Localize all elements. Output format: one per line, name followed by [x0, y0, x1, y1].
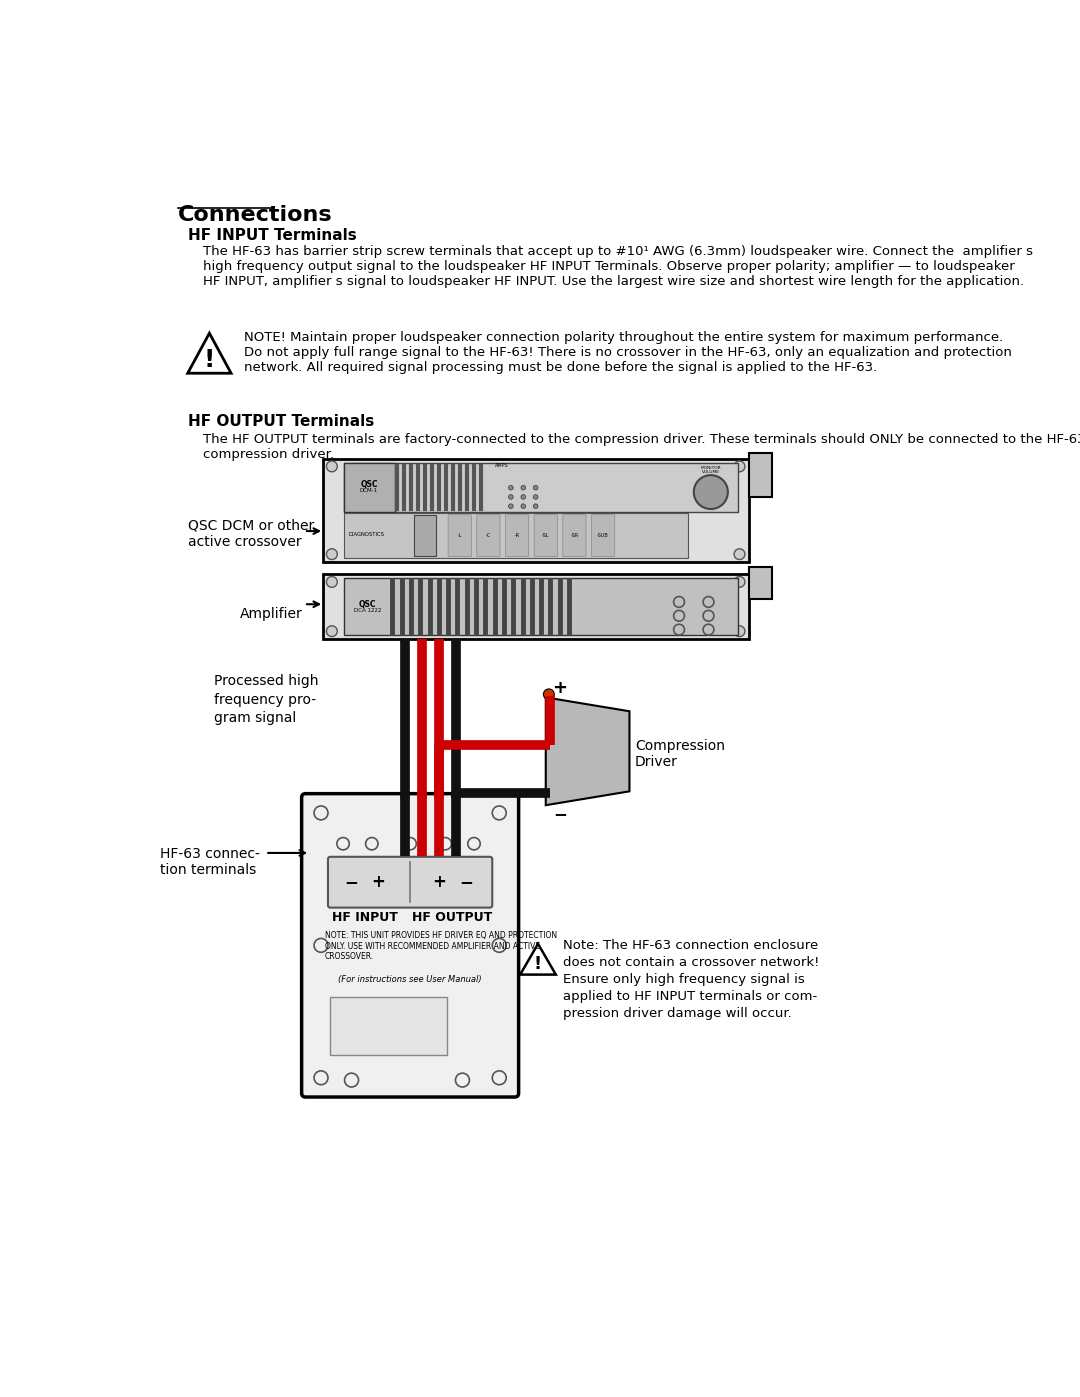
Text: DCA 1222: DCA 1222	[354, 608, 381, 613]
Text: Connections: Connections	[177, 204, 333, 225]
FancyBboxPatch shape	[328, 856, 492, 908]
Text: -SR: -SR	[570, 534, 579, 538]
Text: Compression
Driver: Compression Driver	[635, 739, 725, 770]
Circle shape	[509, 504, 513, 509]
FancyBboxPatch shape	[476, 514, 500, 556]
Circle shape	[734, 626, 745, 637]
FancyBboxPatch shape	[345, 578, 738, 636]
FancyBboxPatch shape	[563, 514, 586, 556]
Text: QSC: QSC	[361, 481, 378, 489]
FancyBboxPatch shape	[323, 574, 748, 638]
Circle shape	[543, 689, 554, 700]
Text: !: !	[534, 954, 542, 972]
Text: The HF OUTPUT terminals are factory-connected to the compression driver. These t: The HF OUTPUT terminals are factory-conn…	[203, 433, 1080, 461]
Circle shape	[521, 485, 526, 490]
Text: The HF-63 has barrier strip screw terminals that accept up to #10¹ AWG (6.3mm) l: The HF-63 has barrier strip screw termin…	[203, 244, 1034, 288]
Text: HF OUTPUT: HF OUTPUT	[411, 911, 491, 925]
Circle shape	[326, 461, 337, 472]
FancyBboxPatch shape	[748, 567, 772, 599]
Text: MONITOR
VOLUME: MONITOR VOLUME	[701, 465, 721, 474]
Text: DCM-1: DCM-1	[360, 488, 378, 493]
Text: HF INPUT: HF INPUT	[333, 911, 399, 925]
Text: Amplifier: Amplifier	[240, 606, 302, 620]
FancyBboxPatch shape	[592, 514, 615, 556]
FancyBboxPatch shape	[535, 514, 557, 556]
Text: −: −	[553, 806, 567, 823]
Text: -SUB: -SUB	[597, 534, 609, 538]
Text: (For instructions see User Manual): (For instructions see User Manual)	[338, 975, 482, 983]
Circle shape	[693, 475, 728, 509]
Text: QSC: QSC	[359, 599, 376, 609]
Circle shape	[734, 549, 745, 560]
Circle shape	[734, 461, 745, 472]
Text: Note: The HF-63 connection enclosure
does not contain a crossover network!
Ensur: Note: The HF-63 connection enclosure doe…	[563, 939, 819, 1020]
Text: Processed high
frequency pro-
gram signal: Processed high frequency pro- gram signa…	[214, 675, 319, 725]
FancyBboxPatch shape	[505, 514, 529, 556]
FancyBboxPatch shape	[301, 793, 518, 1097]
Text: +: +	[372, 873, 386, 891]
Polygon shape	[545, 697, 630, 805]
FancyBboxPatch shape	[448, 514, 471, 556]
Text: DIAGNOSTICS: DIAGNOSTICS	[349, 531, 384, 536]
FancyBboxPatch shape	[345, 513, 688, 557]
Text: -L: -L	[458, 534, 462, 538]
Text: -R: -R	[514, 534, 519, 538]
Circle shape	[534, 504, 538, 509]
Circle shape	[326, 626, 337, 637]
Circle shape	[509, 495, 513, 499]
Circle shape	[521, 495, 526, 499]
Circle shape	[734, 577, 745, 587]
Text: -C: -C	[486, 534, 491, 538]
Text: -SL: -SL	[542, 534, 550, 538]
Text: QSC DCM or other
active crossover: QSC DCM or other active crossover	[188, 518, 314, 549]
Circle shape	[326, 577, 337, 587]
Text: +: +	[552, 679, 567, 697]
Text: NOTE! Maintain proper loudspeaker connection polarity throughout the entire syst: NOTE! Maintain proper loudspeaker connec…	[243, 331, 1011, 374]
Text: HF INPUT Terminals: HF INPUT Terminals	[188, 228, 356, 243]
Text: HF-63 connec-
tion terminals: HF-63 connec- tion terminals	[160, 847, 259, 877]
Circle shape	[534, 485, 538, 490]
Text: !: !	[204, 348, 215, 372]
Text: AMPS: AMPS	[496, 464, 509, 468]
Text: −: −	[459, 873, 473, 891]
Circle shape	[326, 549, 337, 560]
Text: +: +	[432, 873, 446, 891]
FancyBboxPatch shape	[414, 515, 435, 556]
Text: −: −	[345, 873, 357, 891]
Text: HF OUTPUT Terminals: HF OUTPUT Terminals	[188, 414, 374, 429]
FancyBboxPatch shape	[345, 462, 394, 513]
FancyBboxPatch shape	[345, 462, 738, 513]
FancyBboxPatch shape	[323, 458, 748, 562]
Circle shape	[534, 495, 538, 499]
FancyBboxPatch shape	[330, 997, 446, 1055]
FancyBboxPatch shape	[748, 453, 772, 497]
Text: NOTE: THIS UNIT PROVIDES HF DRIVER EQ AND PROTECTION
ONLY. USE WITH RECOMMENDED : NOTE: THIS UNIT PROVIDES HF DRIVER EQ AN…	[325, 932, 557, 961]
Circle shape	[521, 504, 526, 509]
Circle shape	[509, 485, 513, 490]
